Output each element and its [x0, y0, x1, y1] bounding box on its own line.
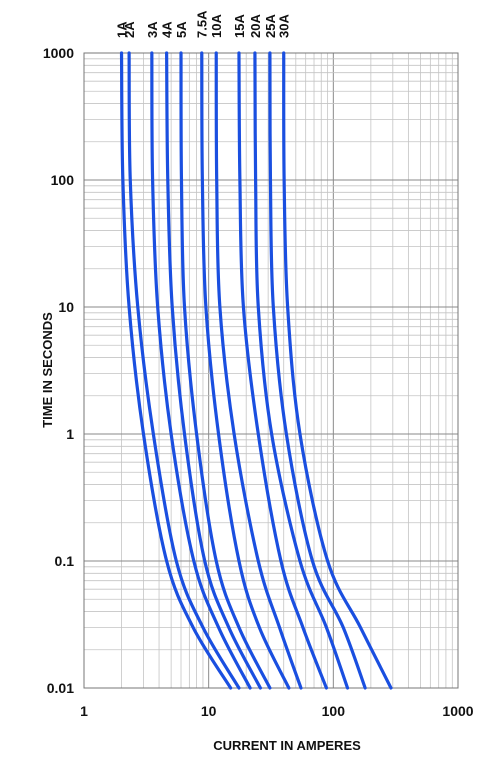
curve-15A — [237, 51, 329, 690]
x-tick-label: 10 — [201, 703, 217, 719]
curve-1A — [119, 51, 233, 690]
curve-2A — [127, 51, 241, 690]
y-tick-label: 1 — [66, 426, 74, 442]
series-label-10A: 10A — [209, 14, 224, 38]
series-label-3A: 3A — [145, 21, 160, 38]
series-label-25A: 25A — [263, 14, 278, 38]
series-label-1A: 1A — [115, 21, 130, 38]
x-axis-label: CURRENT IN AMPERES — [213, 738, 361, 753]
series-label-30A: 30A — [277, 14, 292, 38]
curve-4A — [165, 51, 262, 690]
series-label-20A: 20A — [248, 14, 263, 38]
y-tick-labels: 0.01 0.1 1 10 100 1000 — [43, 45, 74, 696]
y-tick-label: 0.1 — [55, 553, 75, 569]
series-label-2A: 2A — [122, 21, 137, 38]
series-label-4A: 4A — [160, 21, 175, 38]
series-label-5A: 5A — [174, 21, 189, 38]
y-tick-label: 100 — [51, 172, 75, 188]
x-tick-label: 100 — [322, 703, 346, 719]
series-label-15A: 15A — [232, 14, 247, 38]
curves — [119, 51, 393, 690]
x-tick-label: 1000 — [442, 703, 473, 719]
y-axis-label: TIME IN SECONDS — [40, 312, 55, 428]
curve-30A — [282, 51, 393, 690]
x-tick-labels: 1 10 100 1000 — [80, 703, 474, 719]
x-tick-label: 1 — [80, 703, 88, 719]
series-label-7_5A: 7.5A — [195, 10, 210, 38]
curve-7_5A — [200, 51, 291, 690]
curve-25A — [268, 51, 367, 690]
y-tick-label: 0.01 — [47, 680, 74, 696]
curve-3A — [150, 51, 252, 690]
y-tick-label: 1000 — [43, 45, 74, 61]
curve-10A — [214, 51, 303, 690]
y-tick-label: 10 — [58, 299, 74, 315]
curve-20A — [253, 51, 350, 690]
curve-5A — [179, 51, 272, 690]
